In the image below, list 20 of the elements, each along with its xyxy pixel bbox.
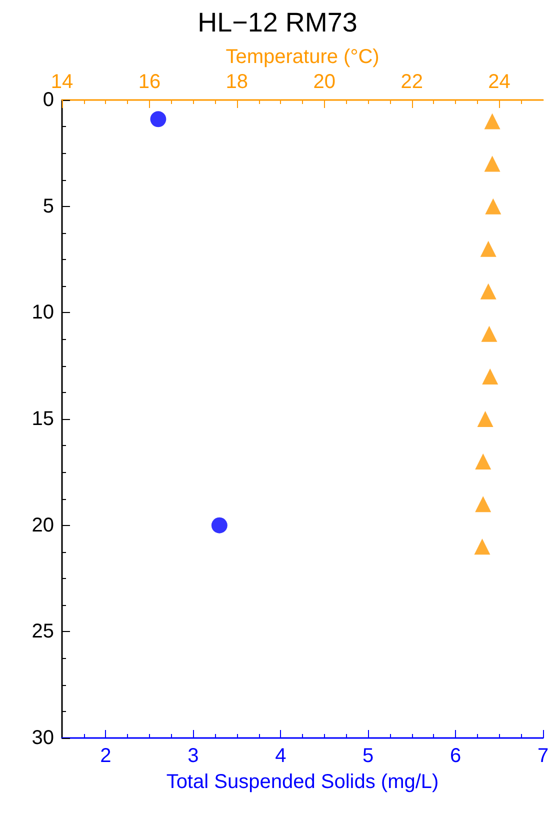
y-tick-label: 30 [32, 727, 54, 749]
x-axis-title: Total Suspended Solids (mg/L) [166, 771, 439, 793]
x2-tick-label: 22 [400, 71, 423, 93]
x2-tick-label: 24 [488, 71, 510, 93]
x-tick-label: 7 [537, 745, 549, 767]
x-tick-label: 6 [450, 745, 462, 767]
x2-tick-label: 18 [226, 71, 248, 93]
y-tick-label: 20 [32, 514, 54, 536]
x2-axis-title: Temperature (°C) [226, 46, 380, 68]
x2-tick-label: 16 [138, 71, 161, 93]
y-tick-label: 5 [42, 195, 54, 218]
x2-tick-label: 20 [313, 71, 336, 93]
x-tick-label: 5 [362, 745, 374, 767]
x-tick-label: 4 [275, 745, 286, 767]
y-tick-label: 15 [32, 408, 54, 430]
chart-title: HL−12 RM73 [198, 8, 358, 38]
y-tick-label: 25 [32, 620, 54, 643]
x-tick-label: 2 [100, 745, 112, 767]
y-tick-label: 10 [32, 302, 54, 324]
x-tick-label: 3 [188, 745, 199, 767]
